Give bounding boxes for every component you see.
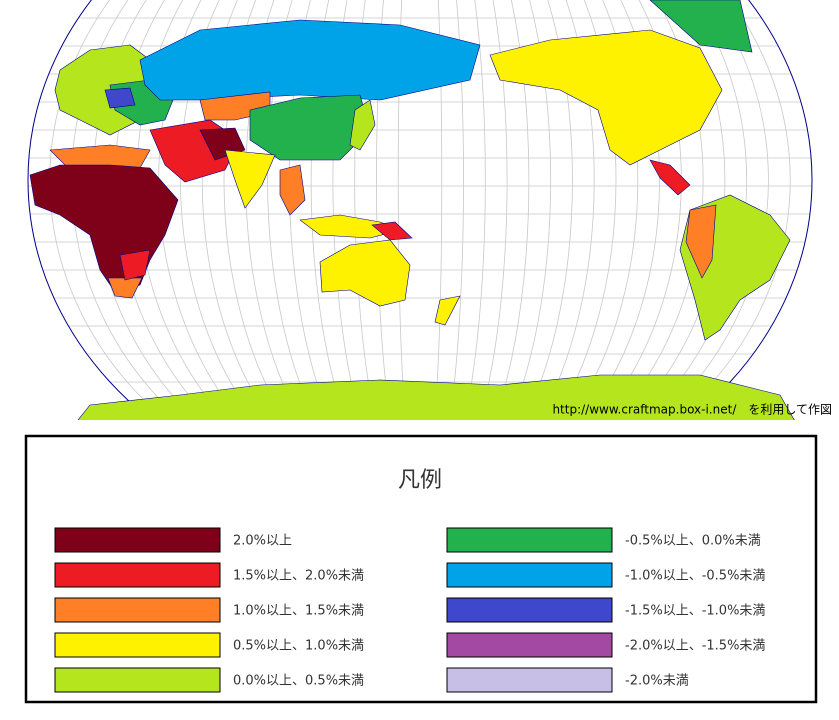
legend-swatch	[446, 562, 613, 588]
meridian	[310, 0, 530, 420]
map-outline	[27, 0, 813, 420]
legend-label: 0.5%以上、1.0%未満	[233, 639, 364, 654]
africa	[29, 164, 179, 293]
legend-label: 1.0%以上、1.5%未満	[233, 604, 364, 619]
legend-label: 0.0%以上、0.5%未満	[233, 674, 364, 689]
legend-swatch	[54, 632, 221, 658]
legend-swatch	[54, 562, 221, 588]
meridian	[201, 0, 639, 420]
legend-label: -1.0%以上、-0.5%未満	[625, 569, 765, 584]
legend-label: -0.5%以上、0.0%未満	[625, 534, 761, 549]
legend-swatch	[446, 597, 613, 623]
legend-label: -2.0%未満	[625, 674, 689, 689]
legend-swatch	[54, 667, 221, 693]
legend-label: 1.5%以上、2.0%未満	[233, 569, 364, 584]
legend-swatch	[54, 527, 221, 553]
new-guinea	[371, 221, 413, 241]
meridian	[376, 0, 464, 420]
baltic	[104, 87, 136, 109]
world-map: http://www.craftmap.box-i.net/ を利用して作図	[27, 0, 832, 420]
russia	[139, 19, 481, 101]
legend-title: 凡例	[398, 468, 442, 493]
land	[29, 0, 795, 420]
meridian	[267, 0, 573, 420]
legend-label: -1.5%以上、-1.0%未満	[625, 604, 765, 619]
japan	[349, 99, 376, 151]
east-africa	[119, 249, 151, 281]
credit: http://www.craftmap.box-i.net/ を利用して作図	[552, 403, 832, 417]
legend: 凡例 2.0%以上 1.5%以上、2.0%未満 1.0%以上、1.5%未満 0.5%以…	[24, 434, 818, 704]
new-zealand	[434, 295, 461, 326]
legend-label: 2.0%以上	[233, 534, 292, 549]
meridian	[223, 0, 617, 420]
meridian	[397, 0, 443, 420]
legend-swatch	[446, 527, 613, 553]
central-america	[649, 159, 691, 196]
southern-africa	[107, 277, 143, 299]
antarctica	[77, 374, 795, 420]
meridian	[332, 0, 508, 420]
legend-swatch	[446, 667, 613, 693]
australia	[319, 239, 411, 307]
southeast-asia	[279, 164, 306, 216]
legend-label: -2.0%以上、-1.5%未満	[625, 639, 765, 654]
india	[224, 149, 276, 209]
greenland	[649, 0, 753, 53]
legend-swatch	[54, 597, 221, 623]
north-america	[489, 29, 723, 166]
meridian	[180, 0, 660, 420]
andes	[685, 204, 717, 279]
meridian	[354, 0, 486, 420]
legend-swatch	[446, 632, 613, 658]
